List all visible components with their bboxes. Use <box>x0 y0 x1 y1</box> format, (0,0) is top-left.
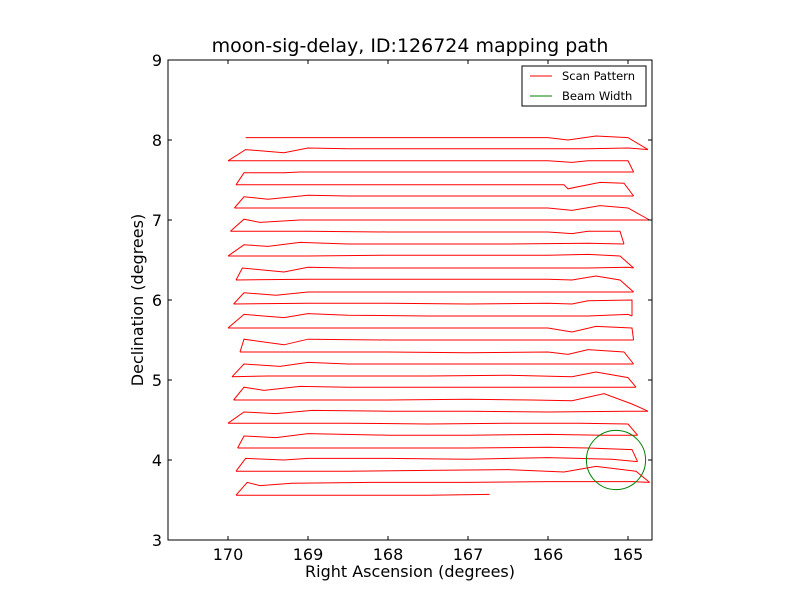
scan-pattern-segment-3 <box>236 465 650 483</box>
scan-pattern-segment-19 <box>235 275 634 293</box>
scan-pattern-segment-29 <box>228 160 635 173</box>
scan-pattern-segment-27 <box>236 181 634 197</box>
chart-title: moon-sig-delay, ID:126724 mapping path <box>212 35 609 57</box>
x-tick-label: 166 <box>533 545 564 564</box>
scan-pattern-segment-7 <box>228 422 638 436</box>
x-axis-ticks: 170 169 168 167 166 165 <box>213 60 644 564</box>
scan-pattern-segment-10 <box>233 385 636 401</box>
scan-pattern-segment-25 <box>234 205 650 221</box>
scan-pattern-segment-13 <box>240 349 634 365</box>
y-tick-label: 3 <box>152 531 162 550</box>
scan-pattern-segment-2 <box>235 481 650 496</box>
scan-pattern-segment-18 <box>233 291 634 305</box>
legend-label-scan-pattern: Scan Pattern <box>562 69 635 83</box>
x-tick-label: 165 <box>613 545 644 564</box>
scan-pattern-segment-16 <box>227 313 633 329</box>
x-tick-label: 167 <box>453 545 484 564</box>
x-tick-label: 170 <box>213 545 244 564</box>
scan-pattern-segment-9 <box>233 393 649 412</box>
scan-pattern-segment-17 <box>233 299 633 316</box>
scan-pattern-segment-30 <box>227 147 649 162</box>
beam-width-circle <box>585 429 647 491</box>
scan-pattern-segment-23 <box>230 230 625 245</box>
scan-pattern-segment-4 <box>235 457 638 472</box>
scan-pattern-segment-14 <box>239 338 634 353</box>
scan-pattern-segment-1 <box>236 493 490 496</box>
scan-pattern-segment-31 <box>245 135 649 151</box>
legend: Scan Pattern Beam Width <box>521 65 647 107</box>
scan-pattern-segment-12 <box>231 361 634 378</box>
scan-pattern-segment-21 <box>228 253 634 269</box>
scan-pattern-segment-11 <box>231 371 637 388</box>
plot-content <box>227 135 650 496</box>
scan-pattern-segment-28 <box>235 171 634 186</box>
scan-pattern-segment-20 <box>235 266 634 281</box>
y-tick-label: 4 <box>152 451 162 470</box>
scan-pattern-segment-6 <box>237 433 638 449</box>
scan-pattern-segment-22 <box>227 241 625 257</box>
y-tick-label: 5 <box>152 371 162 390</box>
legend-label-beam-width: Beam Width <box>562 89 632 103</box>
scan-pattern-segment-8 <box>227 409 648 424</box>
legend-box <box>521 65 647 107</box>
y-axis-ticks: 3 4 5 6 7 8 9 <box>152 51 652 550</box>
y-axis-label: Declination (degrees) <box>128 214 147 386</box>
y-tick-label: 7 <box>152 211 162 230</box>
scan-pattern-segment-24 <box>230 218 650 232</box>
y-tick-label: 9 <box>152 51 162 70</box>
scan-pattern-segment-5 <box>237 446 639 462</box>
x-tick-label: 168 <box>373 545 404 564</box>
y-tick-label: 6 <box>152 291 162 310</box>
x-tick-label: 169 <box>293 545 324 564</box>
scan-pattern-segment-26 <box>234 194 634 209</box>
x-axis-label: Right Ascension (degrees) <box>305 562 515 581</box>
scan-pattern-segment-15 <box>228 325 635 341</box>
y-tick-label: 8 <box>152 131 162 150</box>
